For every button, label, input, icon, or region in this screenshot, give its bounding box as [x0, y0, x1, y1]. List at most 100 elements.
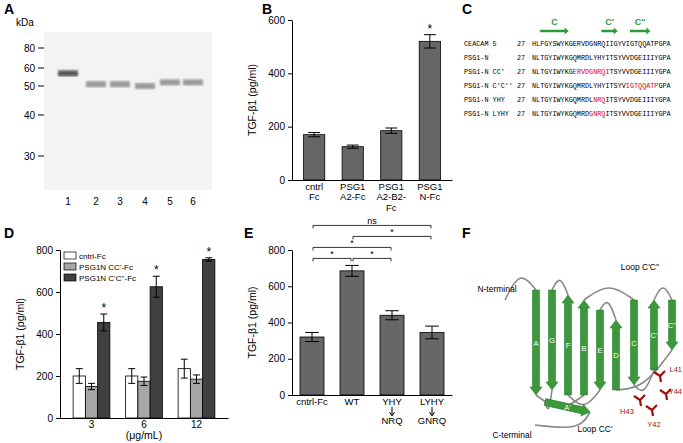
tick: 600	[36, 287, 60, 298]
bar	[98, 322, 110, 418]
residue-label: Y42	[647, 420, 660, 429]
tick: 800	[36, 245, 60, 256]
strand-label: D	[613, 351, 619, 360]
comparison-label: *	[370, 249, 374, 259]
band	[58, 70, 78, 76]
tick: PSG1A2-Fc	[340, 181, 366, 202]
tick-label: 0	[47, 413, 53, 424]
chart: *0200400600cntrlFcPSG1A2-FcPSG1A2-B2-FcP…	[246, 15, 453, 213]
gel-background	[44, 32, 212, 190]
tick-label-line: LYHY	[420, 396, 445, 407]
row-name: PSG1-N	[464, 54, 488, 62]
loop	[654, 288, 672, 300]
strand-label: C''	[668, 321, 677, 330]
strand	[546, 290, 558, 390]
sequence-segment: ITSYVVDGEIIIYGPA	[605, 96, 671, 104]
band	[135, 83, 155, 89]
terminus-label: N-terminal	[477, 284, 516, 294]
tick-label-line: N-Fc	[420, 191, 441, 202]
sequence-segment: GPA	[658, 82, 671, 90]
error-bar	[193, 375, 200, 383]
plot-area	[300, 265, 444, 395]
strand	[544, 399, 590, 417]
tick: 800	[268, 245, 292, 256]
strand	[628, 300, 640, 385]
tick-mark	[288, 395, 292, 396]
tick-label: 30	[24, 151, 36, 162]
tick-mark	[38, 115, 44, 116]
terminus-label: C-terminal	[492, 430, 531, 440]
error-bar	[345, 265, 358, 276]
strand	[578, 300, 590, 395]
axis-line	[292, 21, 293, 181]
tick: PSG1A2-B2-Fc	[376, 181, 406, 213]
tick: 0	[279, 175, 292, 186]
sequence-segment: IGTQQATP	[626, 82, 659, 90]
error-bar	[385, 311, 398, 320]
strand-arrow	[630, 28, 650, 35]
tick: YHYNRQ	[381, 396, 402, 426]
sequence-segment: NLTGYIWYKG	[532, 68, 573, 76]
tick-label: cntrlFc	[305, 181, 323, 202]
tick-label: 400	[36, 329, 53, 340]
tick-label-line: Fc	[386, 202, 397, 213]
tick-mark	[288, 323, 292, 324]
sequence-segment: NRQ	[593, 96, 605, 104]
gel: kDa8060504030123456	[16, 17, 212, 207]
tick-label: WT	[345, 396, 360, 407]
panel-label: A	[4, 1, 14, 17]
tick-label-line: cntrl	[305, 181, 323, 192]
tick-label: 400	[268, 317, 285, 328]
tick: 200	[268, 121, 292, 132]
bar	[190, 379, 202, 418]
tick-label-line: WT	[345, 396, 360, 407]
structure: ABCC'C''DEFGA'L41Y42H43Y44Loop C'C''Loop…	[477, 262, 682, 440]
residue-stick	[634, 395, 645, 406]
row-start: 27	[517, 96, 525, 104]
sequence: NLTGYIWYKGQMRDLNRQITSYVVDGEIIIYGPA	[532, 96, 672, 104]
loop	[616, 350, 672, 390]
significance: *	[427, 22, 432, 36]
sequence: NLTGYIWYKGQMRDLYHYITSYVVDGEIIIYGPA	[532, 54, 672, 62]
lane-label: 6	[190, 196, 196, 207]
tick: 200	[268, 353, 292, 364]
x-axis: cntrlFcPSG1A2-FcPSG1A2-B2-FcPSG1N-Fc	[293, 181, 453, 213]
tick-label: 80	[24, 43, 36, 54]
tick-mark	[288, 250, 292, 251]
tick-label-line: PSG1	[417, 181, 442, 192]
comparison-label: *	[390, 227, 394, 237]
tick-mark	[56, 418, 60, 419]
comparison-label: ns	[367, 216, 377, 226]
axis-line	[60, 251, 61, 419]
row-name: PSG1-N LYHY	[464, 110, 509, 118]
tick-mark	[288, 180, 292, 181]
arrow	[390, 407, 395, 416]
y-axis-title: TGF-β1 (pg/ml)	[14, 298, 26, 370]
row-start: 27	[517, 110, 525, 118]
axis-title: kDa	[16, 17, 34, 28]
tick: 600	[268, 15, 292, 26]
tick-label: PSG1A2-Fc	[340, 181, 366, 202]
bar	[304, 135, 325, 180]
sequence-segment: NLTGYIWYKGQMRD	[532, 110, 589, 118]
tick: cntrlFc	[305, 181, 323, 202]
tick: 0	[279, 390, 292, 401]
tick-label-line: Fc	[309, 191, 320, 202]
row-start: 27	[517, 54, 525, 62]
significance: *	[154, 263, 159, 277]
tick-label: 40	[24, 110, 36, 121]
panel-label: D	[4, 225, 14, 241]
tick-label: 800	[268, 245, 285, 256]
strand-arrow	[540, 28, 569, 35]
tick: LYHYGNRQ	[418, 396, 447, 426]
x-axis-title: (μg/mL)	[126, 429, 162, 441]
sequence-segment: GNRQ	[589, 110, 605, 118]
row-name: PSG1-N C'C''	[464, 82, 513, 90]
bar	[419, 41, 440, 180]
bar	[340, 271, 364, 395]
lane-label: 5	[167, 196, 173, 207]
tick-label: 200	[268, 121, 285, 132]
tick: 400	[36, 329, 60, 340]
bar	[85, 387, 97, 419]
tick-mark	[38, 68, 44, 69]
